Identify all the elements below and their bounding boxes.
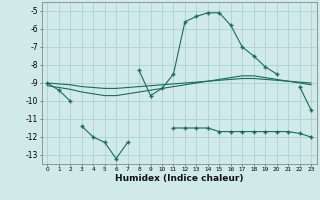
X-axis label: Humidex (Indice chaleur): Humidex (Indice chaleur) [115, 174, 244, 183]
